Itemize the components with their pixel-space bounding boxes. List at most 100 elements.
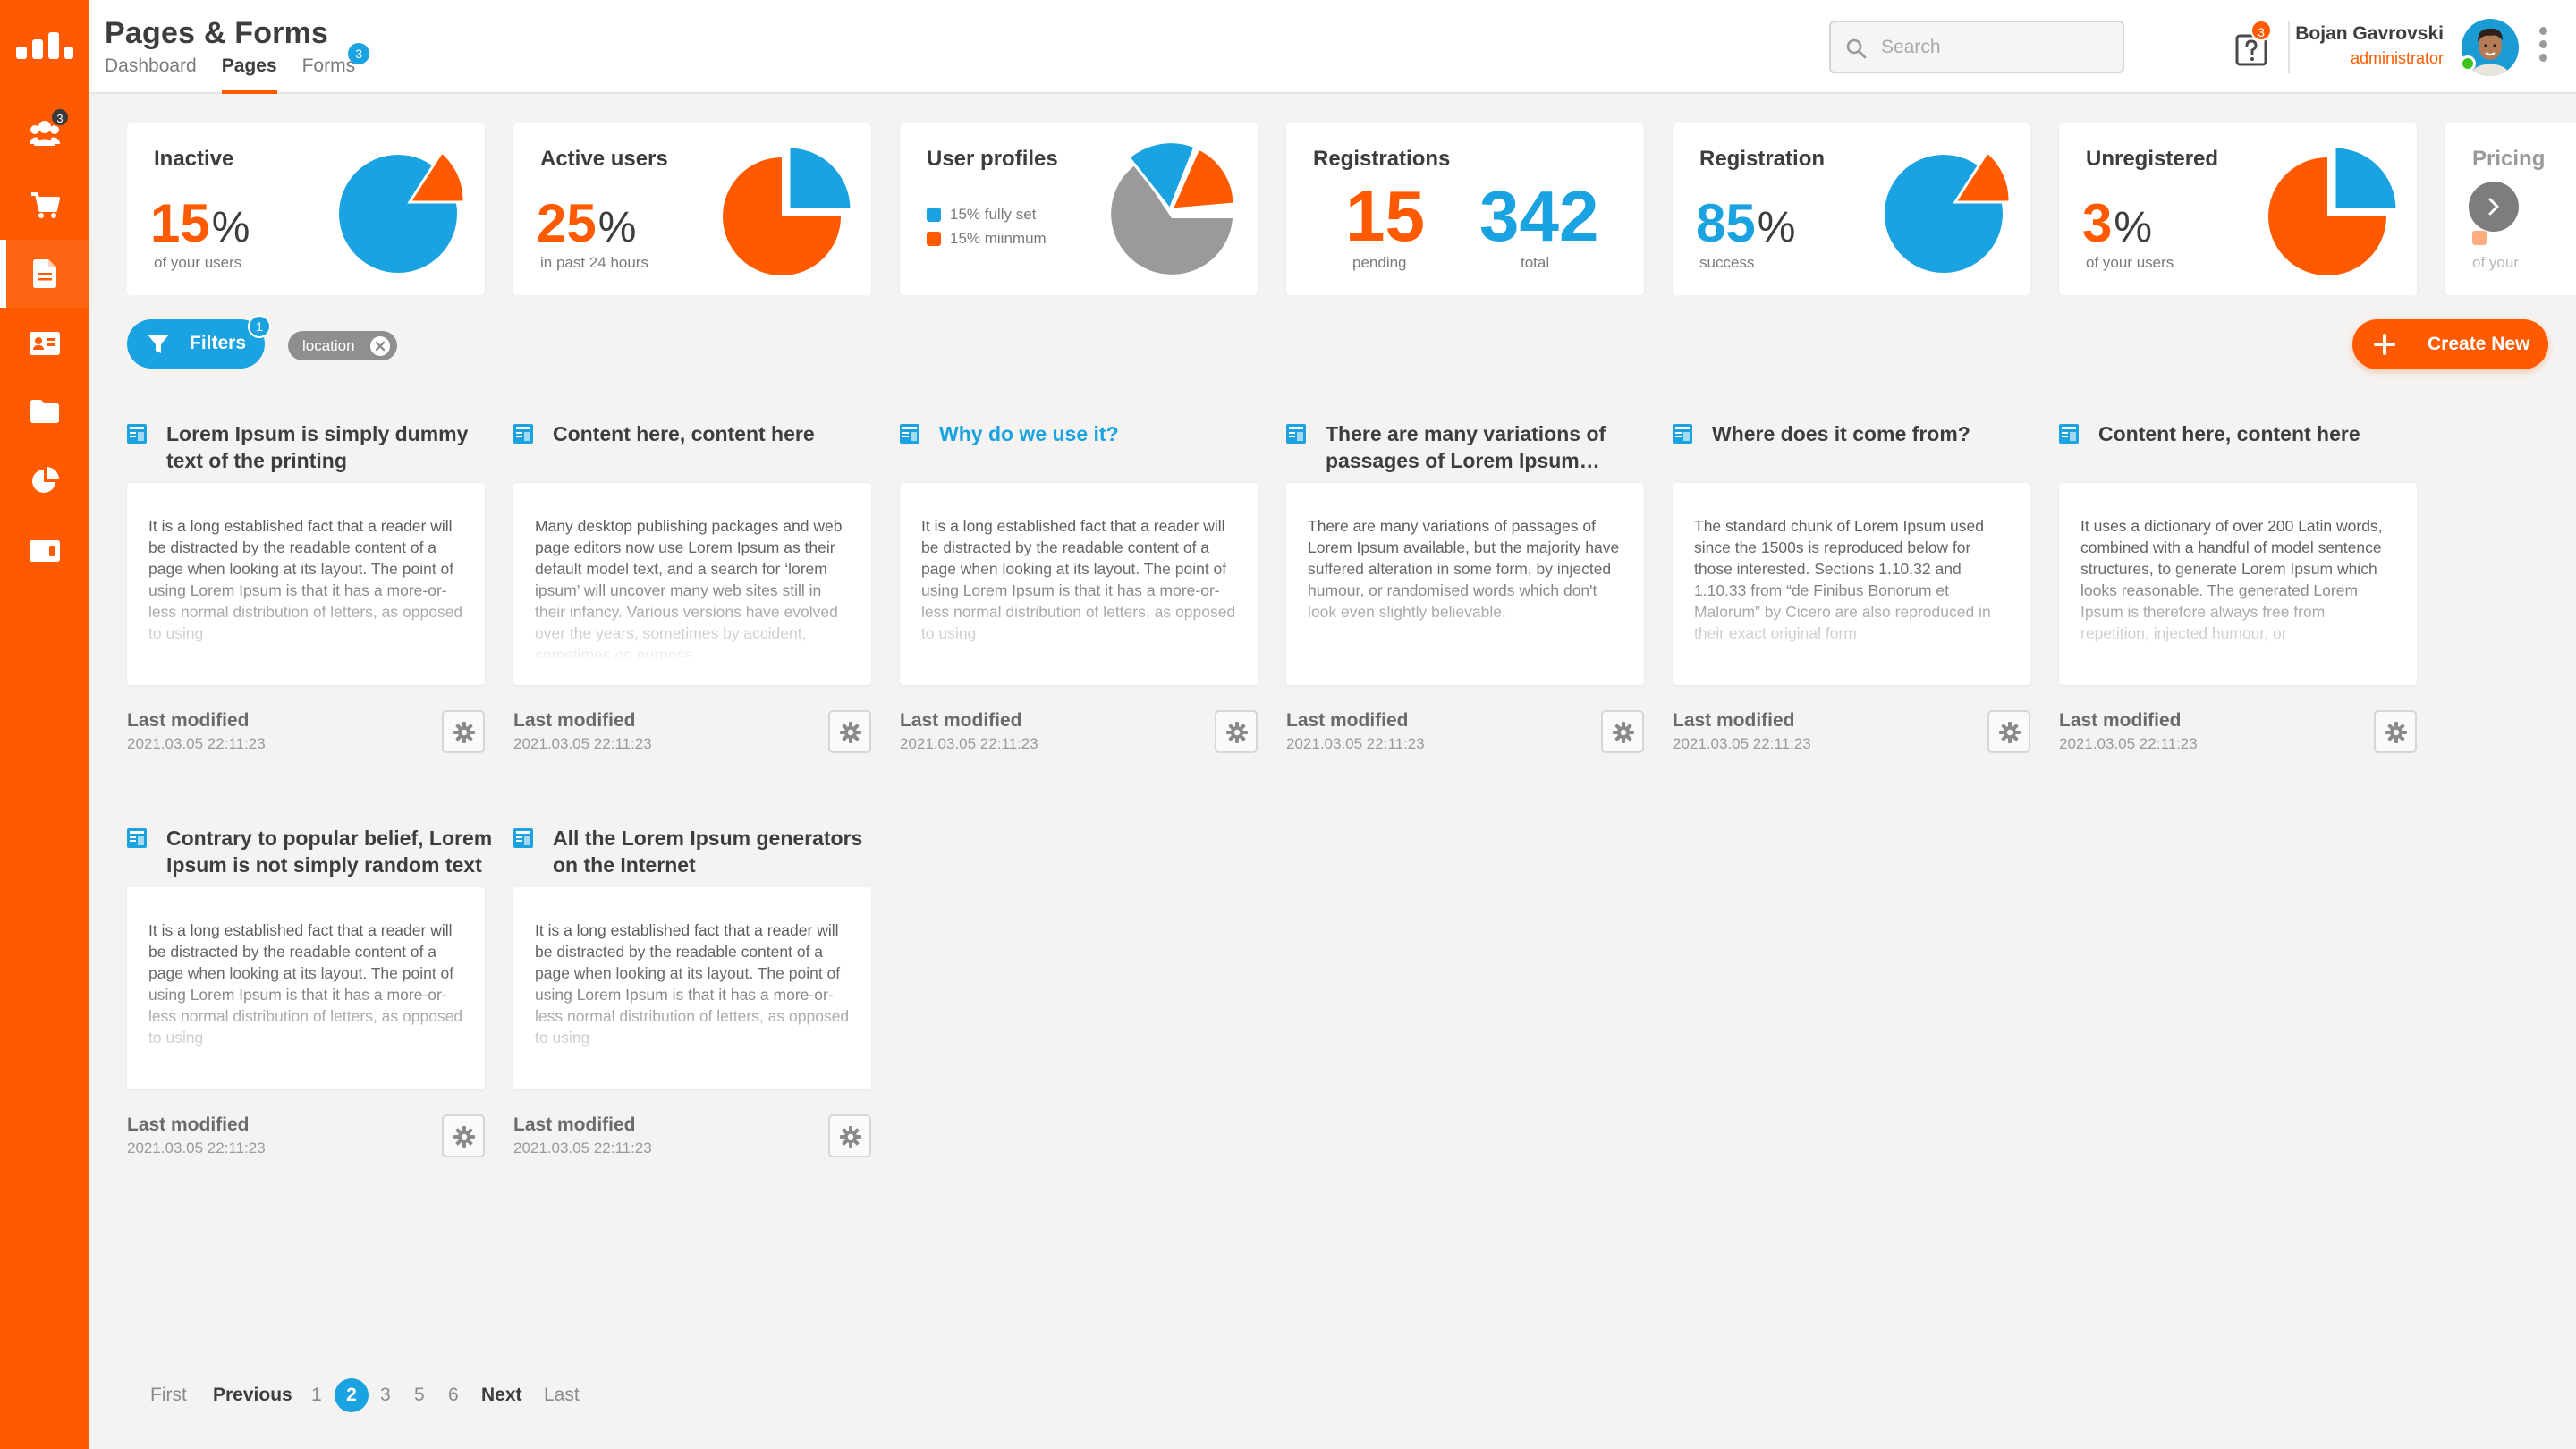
stat-card-registrations[interactable]: Registrations 15 pending 342 total <box>1286 123 1644 295</box>
last-modified-label: Last modified <box>1673 710 1795 731</box>
stat-legend: 15% fully set 15% miinmum <box>927 202 1046 250</box>
page-preview[interactable]: It is a long established fact that a rea… <box>513 887 871 1089</box>
page-settings-button[interactable] <box>442 710 485 753</box>
pagination-page-5[interactable]: 5 <box>414 1385 425 1405</box>
page-excerpt: It is a long established fact that a rea… <box>921 517 1236 642</box>
tab-forms[interactable]: Forms 3 <box>302 43 370 94</box>
last-modified-date: 2021.03.05 22:11:23 <box>513 735 652 752</box>
header-divider <box>2288 21 2290 73</box>
search-input[interactable] <box>1881 33 2114 62</box>
unregistered-pie-chart <box>2268 145 2399 275</box>
page-title-link[interactable]: There are many variations of passages of… <box>1326 422 1606 472</box>
stat-card-unregistered[interactable]: Unregistered 3% of your users <box>2059 123 2417 295</box>
sidebar-item-tickets[interactable] <box>0 517 89 585</box>
page-icon <box>513 424 533 444</box>
close-icon <box>375 341 386 352</box>
header: Pages & Forms Dashboard Pages Forms 3 <box>89 0 2576 94</box>
filter-chip-location[interactable]: location <box>288 331 397 360</box>
page-title-link[interactable]: Contrary to popular belief, Lorem Ipsum … <box>166 826 493 877</box>
stat-unit: % <box>211 204 250 251</box>
page-title-link[interactable]: Why do we use it? <box>939 422 1119 445</box>
pagination-previous[interactable]: Previous <box>213 1385 292 1405</box>
page-settings-button[interactable] <box>1601 710 1644 753</box>
page-preview[interactable]: It is a long established fact that a rea… <box>127 483 485 685</box>
filters-button[interactable]: Filters <box>127 319 265 369</box>
avatar[interactable] <box>2462 19 2519 76</box>
cart-icon <box>30 192 60 218</box>
stat-title: Registration <box>1699 147 1826 171</box>
last-modified-date: 2021.03.05 22:11:23 <box>900 735 1038 752</box>
page-icon <box>900 424 919 444</box>
pagination-last[interactable]: Last <box>544 1385 580 1405</box>
create-new-button[interactable]: Create New <box>2352 319 2548 369</box>
page-title-link[interactable]: Lorem Ipsum is simply dummy text of the … <box>166 422 469 472</box>
page-settings-button[interactable] <box>1987 710 2030 753</box>
pagination-page-1[interactable]: 1 <box>311 1385 322 1405</box>
page-excerpt: Many desktop publishing packages and web… <box>535 517 843 658</box>
sidebar-item-contacts[interactable] <box>0 309 89 377</box>
sidebar-item-cart[interactable] <box>0 172 89 240</box>
page-excerpt: There are many variations of passages of… <box>1308 517 1620 621</box>
stat-card-pricing[interactable]: Pricing of your <box>2445 123 2576 295</box>
stat-title: Inactive <box>154 147 234 171</box>
page-settings-button[interactable] <box>2374 710 2417 753</box>
user-name[interactable]: Bojan Gavrovski <box>2295 23 2444 44</box>
page-settings-button[interactable] <box>1215 710 1258 753</box>
page-preview[interactable]: The standard chunk of Lorem Ipsum used s… <box>1673 483 2030 685</box>
page-title-link[interactable]: Content here, content here <box>553 422 815 445</box>
pagination-first[interactable]: First <box>150 1385 187 1405</box>
sidebar-item-users[interactable]: 3 <box>0 98 89 166</box>
stat-card-inactive[interactable]: Inactive 15% of your users <box>127 123 485 295</box>
page-settings-button[interactable] <box>828 710 871 753</box>
remove-filter-button[interactable] <box>370 336 390 356</box>
more-menu-icon[interactable] <box>2537 27 2549 66</box>
pending-label: pending <box>1352 254 1407 271</box>
avatar-image <box>2462 19 2519 76</box>
legend-item: 15% miinmum <box>927 226 1046 250</box>
stat-card-user-profiles[interactable]: User profiles 15% fully set 15% miinmum <box>900 123 1258 295</box>
stat-caption: of your users <box>2086 254 2174 271</box>
page-preview[interactable]: It is a long established fact that a rea… <box>900 483 1258 685</box>
tab-dashboard[interactable]: Dashboard <box>105 55 197 76</box>
stat-caption: of your <box>2472 254 2519 271</box>
stat-card-registration[interactable]: Registration 85% success <box>1673 123 2030 295</box>
last-modified-label: Last modified <box>513 710 636 731</box>
gear-icon <box>453 1126 475 1148</box>
stat-card-active-users[interactable]: Active users 25% in past 24 hours <box>513 123 871 295</box>
page-settings-button[interactable] <box>442 1114 485 1157</box>
stat-value: 85% <box>1696 197 1795 250</box>
users-icon <box>29 121 60 146</box>
last-modified-label: Last modified <box>513 1114 636 1135</box>
page-preview[interactable]: It is a long established fact that a rea… <box>127 887 485 1089</box>
sidebar-item-folders[interactable] <box>0 377 89 445</box>
page-excerpt: It uses a dictionary of over 200 Latin w… <box>2080 517 2383 642</box>
stats-next-button[interactable] <box>2469 182 2519 232</box>
page-preview[interactable]: It uses a dictionary of over 200 Latin w… <box>2059 483 2417 685</box>
page-preview[interactable]: Many desktop publishing packages and web… <box>513 483 871 685</box>
app-logo[interactable] <box>14 27 75 63</box>
page-settings-button[interactable] <box>828 1114 871 1157</box>
page-title-link[interactable]: Content here, content here <box>2098 422 2360 445</box>
filters-label: Filters <box>190 333 247 353</box>
stat-title: Unregistered <box>2086 147 2219 171</box>
filters-count-badge: 1 <box>248 315 271 338</box>
page-icon <box>127 828 147 848</box>
pagination-page-2-current[interactable]: 2 <box>335 1378 369 1412</box>
legend-swatch <box>2472 231 2487 245</box>
stat-caption: success <box>1699 254 1755 271</box>
page-excerpt: It is a long established fact that a rea… <box>148 921 463 1046</box>
page-title-link[interactable]: All the Lorem Ipsum generators on the In… <box>553 826 863 877</box>
pagination-next[interactable]: Next <box>481 1385 522 1405</box>
last-modified-date: 2021.03.05 22:11:23 <box>513 1140 652 1157</box>
pagination-page-3[interactable]: 3 <box>380 1385 391 1405</box>
page-preview[interactable]: There are many variations of passages of… <box>1286 483 1644 685</box>
sidebar-item-pages[interactable] <box>0 240 89 308</box>
tab-pages[interactable]: Pages <box>221 55 277 94</box>
page-title-link[interactable]: Where does it come from? <box>1712 422 1970 445</box>
stat-caption: of your users <box>154 254 242 271</box>
sidebar-item-reports[interactable] <box>0 447 89 515</box>
pagination-page-6[interactable]: 6 <box>448 1385 459 1405</box>
stat-value: 15% <box>150 197 250 250</box>
page-icon <box>2059 424 2079 444</box>
id-card-icon <box>29 332 60 355</box>
